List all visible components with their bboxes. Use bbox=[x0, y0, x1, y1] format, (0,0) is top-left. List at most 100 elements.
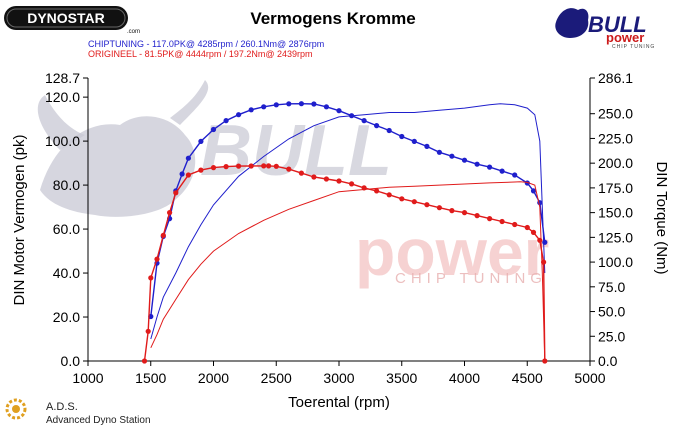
x-tick-label: 3000 bbox=[323, 370, 354, 386]
watermark-bull-text: BULL bbox=[200, 111, 392, 191]
data-point-origineel-torque bbox=[210, 165, 217, 171]
right-tick-label: 75.0 bbox=[598, 279, 625, 295]
right-tick-label: 250.0 bbox=[598, 106, 633, 122]
right-tick-label: 150.0 bbox=[598, 205, 633, 221]
data-point-origineel-torque bbox=[145, 328, 151, 334]
data-point-chiptuning-torque bbox=[311, 101, 317, 107]
data-point-origineel-torque bbox=[512, 221, 518, 228]
data-point-origineel-torque bbox=[461, 210, 468, 216]
data-point-chiptuning-torque bbox=[512, 172, 518, 178]
data-point-origineel-torque bbox=[311, 174, 317, 180]
x-axis-ticks: 1000 1500 2000 2500 3000 3500 4000 4500 5000 bbox=[72, 361, 606, 386]
data-point-origineel-torque bbox=[336, 178, 342, 184]
data-point-chiptuning-torque bbox=[273, 102, 279, 108]
ads-logo: A.D.S. Advanced Dyno Station bbox=[5, 398, 151, 426]
data-point-chiptuning-torque bbox=[542, 239, 548, 245]
left-tick-label: 100.0 bbox=[45, 133, 80, 149]
data-point-origineel-torque bbox=[223, 164, 229, 170]
data-point-origineel-torque bbox=[173, 190, 179, 196]
dynostar-logo-suffix: .com bbox=[127, 29, 140, 35]
data-point-origineel-torque bbox=[499, 218, 505, 225]
data-point-origineel-torque bbox=[160, 232, 166, 238]
left-tick-label: 40.0 bbox=[53, 265, 80, 281]
data-point-chiptuning-torque bbox=[198, 138, 204, 144]
data-point-origineel-torque bbox=[411, 199, 417, 205]
data-point-chiptuning-torque bbox=[374, 123, 380, 129]
legend-entry-origineel: ORIGINEEL - 81.5PK@ 4444rpm / 197.2Nm@ 2… bbox=[88, 49, 313, 59]
data-point-origineel-torque bbox=[399, 196, 405, 202]
data-point-origineel-torque bbox=[449, 208, 455, 214]
x-tick-label: 1000 bbox=[72, 370, 103, 386]
left-tick-label: 0.0 bbox=[61, 353, 81, 369]
data-point-chiptuning-torque bbox=[461, 157, 468, 163]
left-tick-label: 120.0 bbox=[45, 89, 80, 105]
watermark-chip-tuning-text: CHIP TUNING bbox=[395, 270, 547, 287]
series-line-origineel-power bbox=[150, 181, 546, 362]
left-axis-title: DIN Motor Vermogen (pk) bbox=[11, 135, 28, 306]
data-point-origineel-torque bbox=[298, 170, 304, 176]
data-point-chiptuning-torque bbox=[179, 171, 185, 177]
data-point-chiptuning-torque bbox=[399, 133, 405, 140]
left-tick-label: 128.7 bbox=[45, 70, 80, 86]
data-point-chiptuning-torque bbox=[436, 149, 442, 155]
data-point-origineel-torque bbox=[424, 202, 430, 208]
data-point-origineel-torque bbox=[266, 163, 272, 169]
data-point-origineel-torque bbox=[474, 213, 480, 219]
right-axis-ticks: 0.0 25.0 50.0 75.0 100.0 125.0 150.0 175.0 200.0… bbox=[590, 70, 633, 369]
data-point-origineel-torque bbox=[436, 205, 442, 211]
legend-entry-chiptuning: CHIPTUNING - 117.0PK@ 4285rpm / 260.1Nm@… bbox=[88, 39, 324, 49]
right-tick-label: 25.0 bbox=[598, 328, 625, 344]
right-tick-label: 200.0 bbox=[598, 155, 633, 171]
bull-logo-icon bbox=[555, 8, 589, 38]
data-point-chiptuning-torque bbox=[449, 153, 455, 159]
data-point-origineel-torque bbox=[286, 166, 292, 172]
watermark-power-text: power bbox=[355, 215, 549, 289]
chip-tuning-logo-text: CHIP TUNING bbox=[612, 44, 655, 50]
right-tick-label: 286.1 bbox=[598, 70, 633, 86]
right-tick-label: 100.0 bbox=[598, 254, 633, 270]
data-point-origineel-torque bbox=[248, 163, 254, 169]
x-tick-label: 4000 bbox=[449, 370, 480, 386]
data-point-chiptuning-torque bbox=[210, 126, 217, 133]
data-point-chiptuning-torque bbox=[530, 188, 537, 194]
data-point-origineel-torque bbox=[167, 210, 173, 216]
x-axis-title: Toerental (rpm) bbox=[288, 394, 390, 411]
data-point-chiptuning-torque bbox=[336, 108, 342, 114]
dynostar-logo: DYNOSTAR .com bbox=[4, 6, 140, 35]
watermark-bull-head-icon bbox=[40, 116, 196, 217]
data-point-chiptuning-torque bbox=[361, 118, 367, 124]
data-point-origineel-torque bbox=[323, 176, 329, 182]
x-tick-label: 1500 bbox=[135, 370, 166, 386]
bull-logo-text: BULL bbox=[588, 12, 647, 37]
legend: CHIPTUNING - 117.0PK@ 4285rpm / 260.1Nm@… bbox=[88, 39, 324, 59]
right-tick-label: 225.0 bbox=[598, 130, 633, 146]
series-layer bbox=[141, 101, 548, 364]
data-point-origineel-torque bbox=[524, 224, 530, 231]
data-point-origineel-torque bbox=[542, 358, 548, 364]
data-point-chiptuning-torque bbox=[499, 168, 505, 174]
watermark-bull-horn-icon bbox=[37, 80, 209, 150]
data-point-origineel-torque bbox=[198, 167, 204, 173]
data-point-origineel-torque bbox=[530, 229, 537, 235]
right-tick-label: 0.0 bbox=[598, 353, 618, 369]
left-tick-label: 60.0 bbox=[53, 221, 80, 237]
data-point-chiptuning-torque bbox=[474, 161, 480, 167]
watermark: BULL power CHIP TUNING bbox=[37, 80, 549, 289]
data-point-chiptuning-torque bbox=[261, 104, 267, 110]
chart-title: Vermogens Kromme bbox=[250, 9, 415, 28]
ads-logo-name: A.D.S. bbox=[46, 401, 78, 413]
series-line-chiptuning-power bbox=[150, 103, 546, 340]
data-point-origineel-torque bbox=[374, 188, 380, 194]
left-axis-ticks: 0.0 20.0 40.0 60.0 80.0 100.0 120.0 128.7 bbox=[45, 70, 88, 369]
x-tick-label: 4500 bbox=[512, 370, 543, 386]
data-point-origineel-torque bbox=[236, 163, 242, 169]
data-point-chiptuning-torque bbox=[386, 127, 392, 134]
data-point-origineel-torque bbox=[487, 216, 493, 222]
data-point-chiptuning-torque bbox=[286, 101, 292, 107]
right-tick-label: 125.0 bbox=[598, 229, 633, 245]
x-tick-label: 3500 bbox=[386, 370, 417, 386]
data-point-chiptuning-torque bbox=[487, 164, 493, 170]
ads-logo-fullname: Advanced Dyno Station bbox=[46, 415, 151, 426]
left-tick-label: 20.0 bbox=[53, 309, 80, 325]
